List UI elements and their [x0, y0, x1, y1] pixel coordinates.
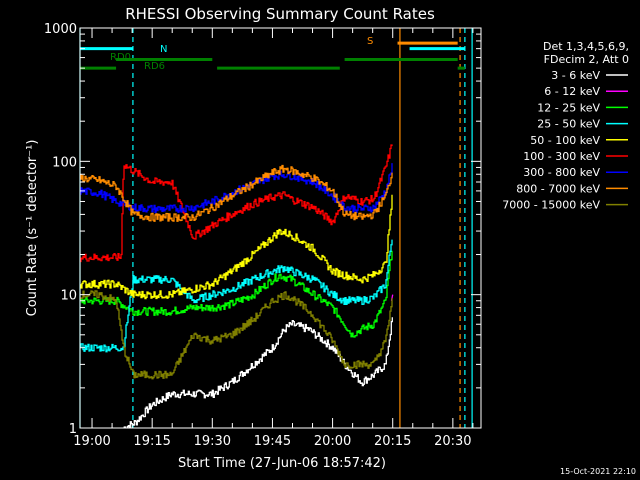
series-line-100-300-kev-kev	[80, 144, 393, 263]
axes-group: 1 10 100 1000 19:00 19:15 19:30 19:45 20:00 20:15…	[44, 22, 482, 449]
plot-frame	[79, 27, 482, 429]
annotation-label-n: N	[160, 44, 167, 55]
state-bars-group	[80, 41, 465, 70]
legend-label: 3 - 6 keV	[551, 69, 600, 82]
series-line-25-50-kev-kev	[80, 239, 393, 353]
plot-area	[79, 28, 473, 428]
chart-title: RHESSI Observing Summary Count Rates	[125, 5, 435, 23]
x-axis-label: Start Time (27-Jun-06 18:57:42)	[178, 456, 386, 471]
annotation-label-rd6: RD6	[144, 61, 165, 72]
footer-date: 15-Oct-2021 22:10	[560, 467, 636, 476]
series-group	[80, 144, 394, 428]
legend-header-line: FDecim 2, Att 0	[544, 53, 629, 66]
y-tick-label: 10	[60, 289, 77, 304]
x-tick-label: 19:15	[133, 434, 170, 449]
legend-label: 25 - 50 keV	[537, 118, 600, 131]
y-tick-label: 1000	[44, 22, 77, 37]
legend-label: 12 - 25 keV	[537, 101, 600, 114]
y-axis-label: Count Rate (s⁻¹ detector⁻¹)	[25, 140, 40, 317]
legend-header-line: Det 1,3,4,5,6,9,	[543, 40, 629, 53]
series-line-50-100-kev-kev	[80, 194, 393, 300]
legend: Det 1,3,4,5,6,9,FDecim 2, Att 0 3 - 6 keV…	[502, 40, 629, 212]
series-line-800-7000-kev-kev	[80, 164, 393, 222]
y-tick-label: 100	[52, 155, 77, 170]
annotation-label-s: S	[367, 36, 373, 47]
series-line-7000-15000-kev-kev	[80, 290, 393, 380]
x-tick-label: 19:45	[254, 434, 291, 449]
series-line-3-6-kev-kev	[123, 317, 393, 428]
legend-label: 100 - 300 keV	[523, 150, 600, 163]
x-tick-label: 19:30	[194, 434, 231, 449]
series-line-12-25-kev-kev	[80, 250, 393, 338]
y-tick-label: 1	[69, 422, 77, 437]
legend-label: 300 - 800 keV	[523, 166, 600, 179]
legend-label: 6 - 12 keV	[544, 85, 600, 98]
legend-label: 800 - 7000 keV	[516, 182, 600, 195]
x-tick-label: 20:00	[314, 434, 351, 449]
annotation-label-rd0: RD0	[110, 52, 131, 63]
x-tick-label: 20:30	[434, 434, 471, 449]
legend-label: 7000 - 15000 keV	[502, 199, 600, 212]
x-tick-label: 19:00	[73, 434, 110, 449]
legend-label: 50 - 100 keV	[530, 134, 600, 147]
x-tick-label: 20:15	[374, 434, 411, 449]
